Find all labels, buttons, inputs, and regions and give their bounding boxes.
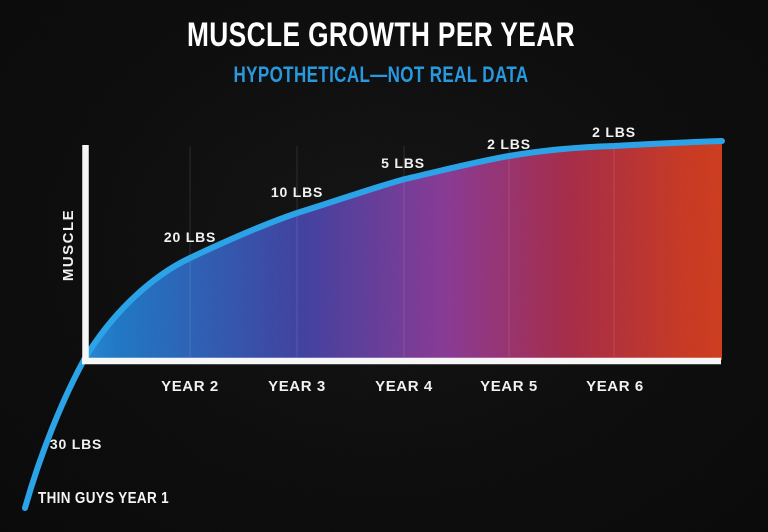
origin-label: THIN GUYS YEAR 1 — [38, 490, 169, 507]
x-tick-year3: YEAR 3 — [268, 378, 326, 395]
gain-label-year3: 10 LBS — [271, 184, 323, 200]
gain-label-year2: 20 LBS — [164, 229, 216, 245]
chart-title: MUSCLE GROWTH PER YEAR — [187, 16, 575, 54]
year-divider-lines — [189, 146, 615, 357]
gain-label-year1: 30 LBS — [50, 436, 102, 452]
x-tick-year6: YEAR 6 — [586, 378, 644, 395]
x-tick-year4: YEAR 4 — [375, 378, 433, 395]
x-tick-year5: YEAR 5 — [480, 378, 538, 395]
gain-label-year6: 2 LBS — [592, 124, 636, 140]
chart-subtitle: HYPOTHETICAL—NOT REAL DATA — [234, 62, 529, 87]
y-axis-label: MUSCLE — [60, 209, 77, 281]
gain-label-year4: 5 LBS — [381, 155, 425, 171]
area-fill — [85, 141, 722, 360]
x-tick-year2: YEAR 2 — [161, 378, 219, 395]
gain-label-year5: 2 LBS — [487, 136, 531, 152]
